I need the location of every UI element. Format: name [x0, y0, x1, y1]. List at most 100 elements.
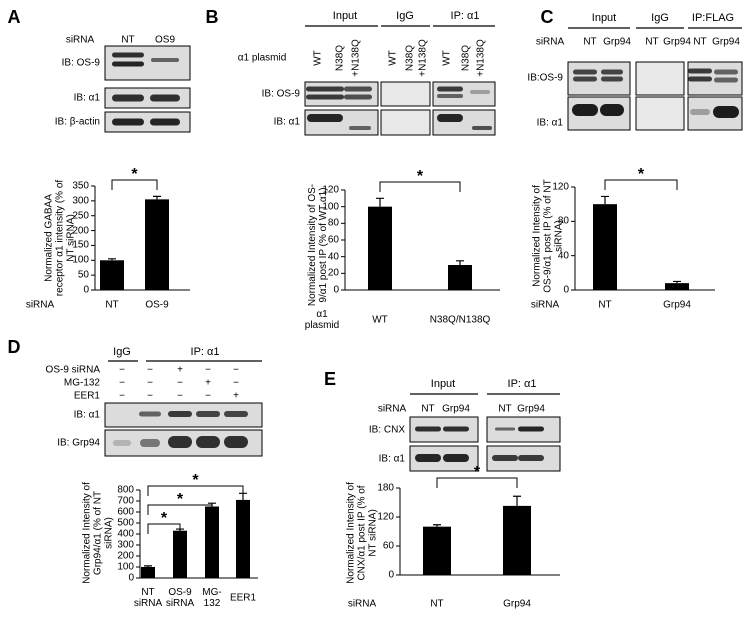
blot	[635, 96, 685, 131]
band	[349, 126, 371, 130]
band	[224, 411, 248, 417]
band	[601, 69, 623, 75]
y-tick-label: 200	[117, 550, 134, 562]
band	[151, 58, 179, 62]
band	[572, 104, 598, 116]
y-tick-label: 0	[83, 284, 89, 296]
y-tick-label: 0	[128, 572, 134, 584]
band	[472, 126, 492, 130]
x-axis-label: siRNA	[347, 598, 377, 610]
band	[150, 118, 180, 126]
y-tick-label: 100	[117, 561, 134, 573]
label: IP: α1	[190, 345, 220, 358]
y-tick-label: 100	[72, 254, 89, 266]
band	[196, 436, 220, 448]
bar	[423, 526, 451, 575]
label: MG-132	[63, 377, 100, 389]
blot	[380, 81, 431, 107]
sign: −	[147, 364, 153, 376]
label: IB: α1	[73, 409, 100, 421]
sign: +	[177, 364, 183, 376]
band	[470, 90, 490, 94]
band	[415, 454, 441, 462]
sign: −	[147, 390, 153, 402]
sign: −	[233, 364, 239, 376]
label: siRNA	[535, 36, 565, 48]
blot	[104, 87, 191, 109]
error-bar	[456, 260, 464, 265]
label: siRNA	[65, 34, 95, 46]
significance-mark: *	[160, 510, 168, 528]
label: EER1	[73, 390, 100, 402]
sign: −	[119, 377, 125, 389]
y-tick-label: 100	[322, 201, 339, 213]
y-tick-label: 80	[557, 215, 569, 227]
significance-bracket	[147, 523, 181, 534]
y-tick-label: 0	[563, 284, 569, 296]
x-tick-label: OS-9 siRNA	[165, 587, 195, 609]
error-bar	[108, 258, 116, 261]
y-tick-label: 40	[327, 251, 339, 263]
band	[112, 94, 144, 102]
band	[344, 94, 372, 100]
band	[168, 411, 192, 417]
sign: −	[205, 364, 211, 376]
blot	[432, 81, 496, 107]
y-tick-label: 200	[72, 225, 89, 237]
y-tick-label: 700	[117, 495, 134, 507]
significance-mark: *	[637, 166, 645, 184]
label: IP: α1	[507, 377, 537, 390]
significance-mark: *	[473, 464, 481, 482]
label: NT	[645, 36, 659, 48]
y-tick-label: 400	[117, 528, 134, 540]
x-tick-label: NT	[430, 598, 444, 610]
label: NT	[121, 34, 135, 46]
band	[224, 436, 248, 448]
x-tick-label: NT siRNA	[133, 587, 163, 609]
label: Input	[332, 9, 358, 22]
bar	[100, 260, 124, 290]
bar	[593, 204, 617, 290]
significance-bracket	[147, 485, 244, 496]
bar	[665, 283, 689, 290]
band	[518, 426, 544, 432]
lane-label: +N138Q	[475, 39, 487, 77]
band	[714, 69, 738, 75]
lane-label: WT	[441, 50, 453, 66]
error-bar	[144, 565, 152, 567]
label: NT	[583, 36, 597, 48]
error-bar	[673, 280, 681, 284]
bar	[503, 505, 531, 575]
x-tick-label: OS-9	[145, 299, 169, 311]
band	[113, 440, 131, 446]
error-bar	[601, 195, 609, 205]
band	[112, 118, 144, 126]
significance-mark: *	[192, 472, 199, 490]
x-tick-label: Grp94	[663, 299, 691, 311]
label: Grp94	[517, 403, 545, 415]
y-tick-label: 800	[117, 484, 134, 496]
y-tick-label: 40	[557, 250, 569, 262]
x-tick-label: N38Q/N138Q	[429, 314, 491, 326]
significance-mark: *	[176, 491, 184, 509]
label: OS-9 siRNA	[45, 364, 100, 376]
band	[688, 68, 712, 74]
label: Input	[430, 377, 456, 390]
y-tick-label: 300	[72, 195, 89, 207]
x-tick-label: Grp94	[503, 598, 531, 610]
band	[112, 52, 144, 58]
lane-label: N38Q	[334, 44, 346, 72]
sign: −	[119, 364, 125, 376]
y-tick-label: 180	[377, 482, 394, 494]
error-bar	[433, 524, 441, 527]
band	[690, 109, 710, 115]
band	[307, 114, 343, 122]
label: Grp94	[712, 36, 740, 48]
label: IB: α1	[73, 92, 100, 104]
y-tick-label: 20	[327, 267, 339, 279]
panel-label: B	[205, 7, 219, 28]
significance-bracket	[111, 179, 158, 190]
band	[306, 94, 344, 100]
y-tick-label: 120	[552, 181, 569, 193]
